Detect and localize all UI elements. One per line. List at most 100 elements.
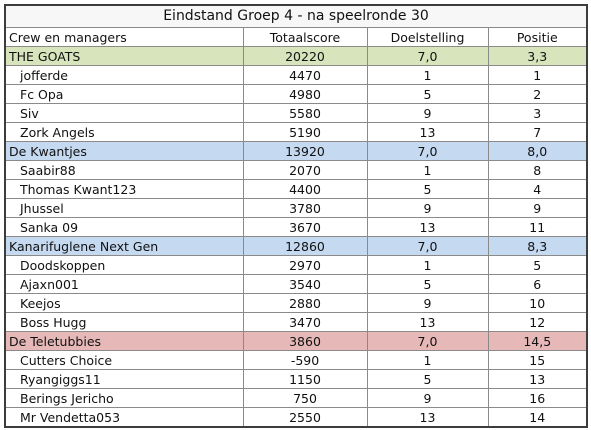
member-score-cell[interactable]: 3470 xyxy=(242,312,368,332)
member-name-cell[interactable]: Boss Hugg xyxy=(6,312,244,332)
member-score-cell[interactable]: 2070 xyxy=(242,160,368,180)
group-name-cell[interactable]: THE GOATS xyxy=(6,46,244,66)
member-pos-cell[interactable]: 13 xyxy=(487,369,586,389)
member-name-cell[interactable]: Siv xyxy=(6,103,244,123)
member-row: Fc Opa 4980 5 2 xyxy=(6,84,586,104)
member-goal-cell[interactable]: 9 xyxy=(366,103,489,123)
group-goal-cell[interactable]: 7,0 xyxy=(366,46,489,66)
member-goal-cell[interactable]: 13 xyxy=(366,312,489,332)
member-name-cell[interactable]: jofferde xyxy=(6,65,244,85)
member-score-cell[interactable]: 750 xyxy=(242,388,368,408)
group-pos-cell[interactable]: 8,3 xyxy=(487,236,586,256)
member-name-cell[interactable]: Thomas Kwant123 xyxy=(6,179,244,199)
group-pos-cell[interactable]: 3,3 xyxy=(487,46,586,66)
member-name-cell[interactable]: Zork Angels xyxy=(6,122,244,142)
member-name-cell[interactable]: Cutters Choice xyxy=(6,350,244,370)
group-score-cell[interactable]: 13920 xyxy=(242,141,368,161)
member-pos-cell[interactable]: 11 xyxy=(487,217,586,237)
header-positie[interactable]: Positie xyxy=(487,28,586,47)
group-goal-cell[interactable]: 7,0 xyxy=(366,236,489,256)
member-score-cell[interactable]: 4470 xyxy=(242,65,368,85)
member-pos-cell[interactable]: 9 xyxy=(487,198,586,218)
member-goal-cell[interactable]: 13 xyxy=(366,217,489,237)
member-score-cell[interactable]: 3780 xyxy=(242,198,368,218)
member-name-cell[interactable]: Doodskoppen xyxy=(6,255,244,275)
member-row: Sanka 09 3670 13 11 xyxy=(6,217,586,237)
member-name-cell[interactable]: Keejos xyxy=(6,293,244,313)
standings-table: Crew en managers Totaalscore Doelstellin… xyxy=(6,28,586,426)
member-goal-cell[interactable]: 5 xyxy=(366,369,489,389)
group-score-cell[interactable]: 12860 xyxy=(242,236,368,256)
member-pos-cell[interactable]: 1 xyxy=(487,65,586,85)
group-goal-cell[interactable]: 7,0 xyxy=(366,331,489,351)
member-goal-cell[interactable]: 9 xyxy=(366,293,489,313)
member-goal-cell[interactable]: 13 xyxy=(366,407,489,426)
member-goal-cell[interactable]: 1 xyxy=(366,160,489,180)
member-score-cell[interactable]: 2550 xyxy=(242,407,368,426)
member-pos-cell[interactable]: 3 xyxy=(487,103,586,123)
member-goal-cell[interactable]: 13 xyxy=(366,122,489,142)
member-goal-cell[interactable]: 1 xyxy=(366,65,489,85)
member-score-cell[interactable]: 5580 xyxy=(242,103,368,123)
member-score-cell[interactable]: 1150 xyxy=(242,369,368,389)
member-goal-cell[interactable]: 1 xyxy=(366,255,489,275)
member-score-cell[interactable]: 2970 xyxy=(242,255,368,275)
member-name-cell[interactable]: Ajaxn001 xyxy=(6,274,244,294)
group-row: De Kwantjes 13920 7,0 8,0 xyxy=(6,141,586,161)
group-score-cell[interactable]: 20220 xyxy=(242,46,368,66)
member-score-cell[interactable]: 2880 xyxy=(242,293,368,313)
member-score-cell[interactable]: 3540 xyxy=(242,274,368,294)
member-pos-cell[interactable]: 15 xyxy=(487,350,586,370)
member-row: Ajaxn001 3540 5 6 xyxy=(6,274,586,294)
member-goal-cell[interactable]: 9 xyxy=(366,388,489,408)
group-pos-cell[interactable]: 14,5 xyxy=(487,331,586,351)
header-crew[interactable]: Crew en managers xyxy=(6,28,244,47)
member-name-cell[interactable]: Fc Opa xyxy=(6,84,244,104)
member-pos-cell[interactable]: 7 xyxy=(487,122,586,142)
member-score-cell[interactable]: 3670 xyxy=(242,217,368,237)
group-name-cell[interactable]: De Kwantjes xyxy=(6,141,244,161)
member-goal-cell[interactable]: 5 xyxy=(366,274,489,294)
member-score-cell[interactable]: -590 xyxy=(242,350,368,370)
member-score-cell[interactable]: 5190 xyxy=(242,122,368,142)
member-name-cell[interactable]: Berings Jericho xyxy=(6,388,244,408)
member-name-cell[interactable]: Sanka 09 xyxy=(6,217,244,237)
member-row: Keejos 2880 9 10 xyxy=(6,293,586,313)
member-row: Ryangiggs11 1150 5 13 xyxy=(6,369,586,389)
sheet-title: Eindstand Groep 4 - na speelronde 30 xyxy=(6,6,586,28)
member-row: Berings Jericho 750 9 16 xyxy=(6,388,586,408)
member-score-cell[interactable]: 4400 xyxy=(242,179,368,199)
group-row: De Teletubbies 3860 7,0 14,5 xyxy=(6,331,586,351)
member-score-cell[interactable]: 4980 xyxy=(242,84,368,104)
standings-sheet: Eindstand Groep 4 - na speelronde 30 Cre… xyxy=(4,4,588,428)
group-pos-cell[interactable]: 8,0 xyxy=(487,141,586,161)
group-score-cell[interactable]: 3860 xyxy=(242,331,368,351)
member-goal-cell[interactable]: 9 xyxy=(366,198,489,218)
member-row: Mr Vendetta053 2550 13 14 xyxy=(6,407,586,426)
member-pos-cell[interactable]: 2 xyxy=(487,84,586,104)
member-pos-cell[interactable]: 5 xyxy=(487,255,586,275)
member-pos-cell[interactable]: 14 xyxy=(487,407,586,426)
member-name-cell[interactable]: Jhussel xyxy=(6,198,244,218)
header-doelstelling[interactable]: Doelstelling xyxy=(366,28,489,47)
member-name-cell[interactable]: Saabir88 xyxy=(6,160,244,180)
group-name-cell[interactable]: Kanarifuglene Next Gen xyxy=(6,236,244,256)
group-goal-cell[interactable]: 7,0 xyxy=(366,141,489,161)
member-row: Cutters Choice -590 1 15 xyxy=(6,350,586,370)
group-row: THE GOATS 20220 7,0 3,3 xyxy=(6,46,586,66)
member-pos-cell[interactable]: 8 xyxy=(487,160,586,180)
member-pos-cell[interactable]: 6 xyxy=(487,274,586,294)
member-row: Siv 5580 9 3 xyxy=(6,103,586,123)
member-pos-cell[interactable]: 4 xyxy=(487,179,586,199)
member-name-cell[interactable]: Mr Vendetta053 xyxy=(6,407,244,426)
member-name-cell[interactable]: Ryangiggs11 xyxy=(6,369,244,389)
member-row: Boss Hugg 3470 13 12 xyxy=(6,312,586,332)
member-pos-cell[interactable]: 12 xyxy=(487,312,586,332)
group-name-cell[interactable]: De Teletubbies xyxy=(6,331,244,351)
member-pos-cell[interactable]: 16 xyxy=(487,388,586,408)
member-goal-cell[interactable]: 5 xyxy=(366,84,489,104)
member-goal-cell[interactable]: 5 xyxy=(366,179,489,199)
member-pos-cell[interactable]: 10 xyxy=(487,293,586,313)
header-totaalscore[interactable]: Totaalscore xyxy=(242,28,368,47)
member-goal-cell[interactable]: 1 xyxy=(366,350,489,370)
